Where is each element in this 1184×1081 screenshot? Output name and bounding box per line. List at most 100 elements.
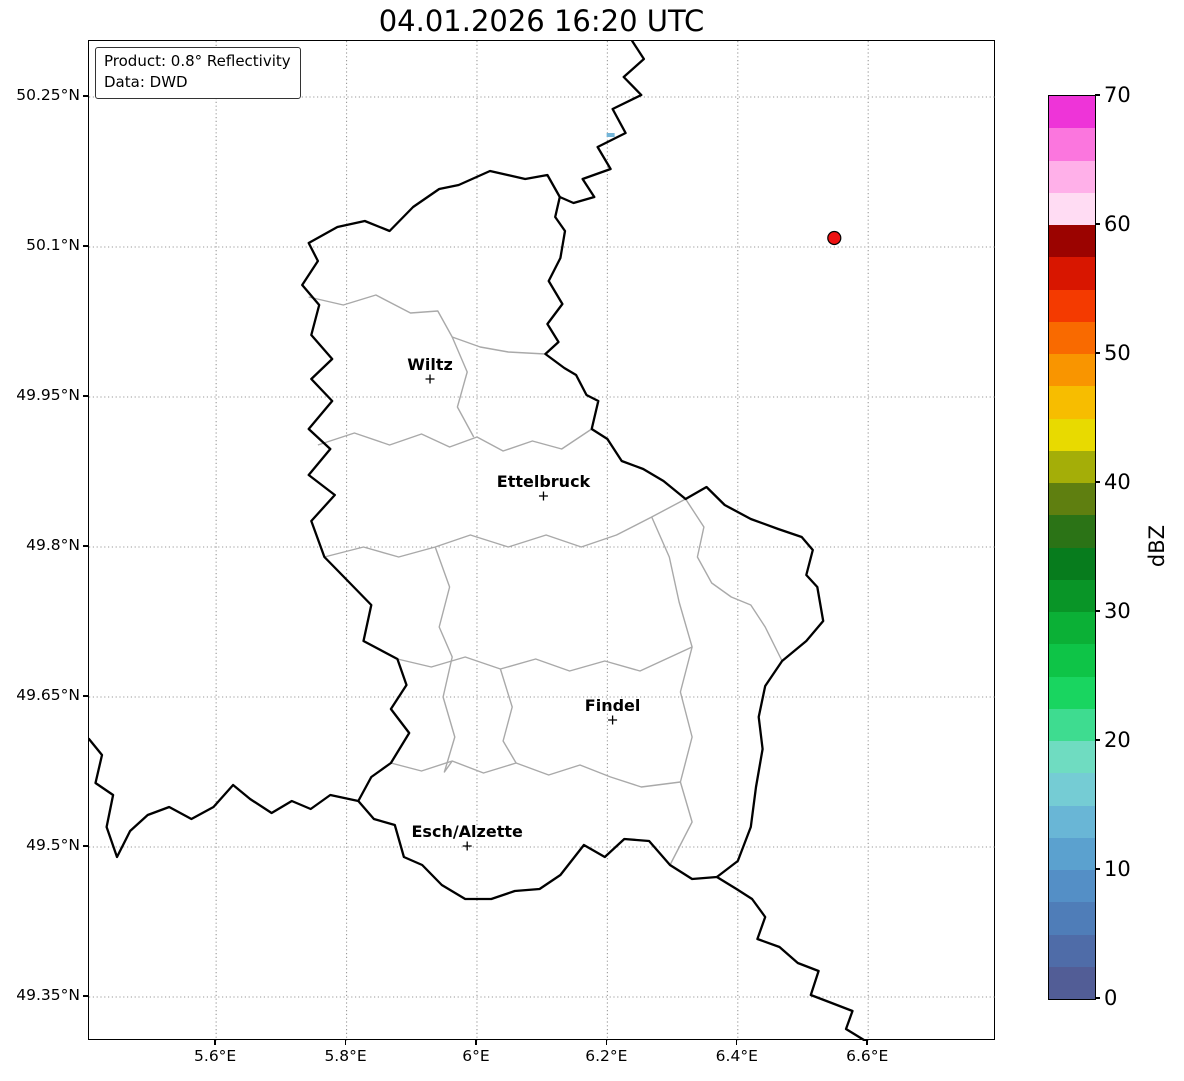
colorbar-tick-label: 20 [1104,728,1131,752]
x-tick-mark [605,1040,608,1045]
colorbar-band [1049,160,1095,193]
colorbar [1048,95,1096,1000]
colorbar-band [1049,966,1095,999]
city-marker [608,715,618,725]
colorbar-band [1049,418,1095,451]
colorbar-tick-mark [1095,481,1100,483]
y-tick-mark [83,545,88,547]
x-tick-mark [866,1040,868,1045]
colorbar-band [1049,579,1095,612]
colorbar-band [1049,192,1095,225]
colorbar-band [1049,837,1095,870]
product-info-box: Product: 0.8° Reflectivity Data: DWD [95,47,301,99]
radar-site-marker [827,230,842,246]
x-tick-mark [214,1040,216,1045]
city-marker [538,491,548,501]
product-info-line: Product: 0.8° Reflectivity [104,52,291,70]
colorbar-tick-label: 50 [1104,341,1131,365]
x-tick-label: 6.4°E [715,1047,758,1065]
x-tick-label: 5.6°E [194,1047,237,1065]
city-label: Ettelbruck [497,472,591,491]
x-tick-mark [344,1040,347,1045]
colorbar-band [1049,128,1095,161]
colorbar-band [1049,676,1095,709]
district-border [651,516,693,866]
colorbar-tick-mark [1095,739,1100,741]
luxembourg-border [301,169,825,901]
colorbar-band [1049,902,1095,935]
district-border [324,498,686,558]
city-marker [462,841,472,851]
colorbar-band [1049,483,1095,516]
map-plot: Wiltz Ettelbruck Findel Esch/Alzette Produc… [88,40,996,1041]
colorbar-band [1049,741,1095,774]
district-border [308,294,546,355]
x-tick-label: 6.6°E [846,1047,889,1065]
colorbar-tick-label: 0 [1104,986,1118,1010]
y-tick-label: 49.5°N [26,836,80,854]
colorbar-tick-label: 30 [1104,599,1131,623]
colorbar-band [1049,612,1095,645]
city-marker [425,374,435,384]
y-tick-mark [83,845,88,847]
y-tick-label: 49.8°N [26,536,80,554]
colorbar-tick-mark [1095,868,1100,870]
city-label: Findel [585,696,641,715]
radar-echo-pixel [606,133,615,137]
colorbar-band [1049,708,1095,741]
district-border [685,498,783,662]
colorbar-band [1049,515,1095,548]
x-tick-mark [475,1040,477,1045]
district-border [434,546,456,773]
x-tick-label: 5.8°E [324,1047,367,1065]
y-tick-mark [83,395,88,397]
y-tick-mark [83,245,88,247]
y-tick-label: 49.35°N [16,986,80,1004]
colorbar-band [1049,225,1095,258]
district-border [317,428,593,452]
colorbar-band [1049,934,1095,967]
colorbar-band [1049,547,1095,580]
district-border [451,336,475,438]
colorbar-tick-label: 60 [1104,212,1131,236]
x-tick-mark [736,1040,738,1045]
colorbar-band [1049,386,1095,419]
colorbar-band [1049,96,1095,129]
x-tick-label: 6.2°E [585,1047,628,1065]
colorbar-band [1049,354,1095,387]
y-tick-label: 49.95°N [16,386,80,404]
colorbar-band [1049,321,1095,354]
district-border [499,668,517,764]
district-border [397,646,693,672]
colorbar-axis-label: dBZ [1145,524,1169,568]
colorbar-band [1049,450,1095,483]
colorbar-band [1049,257,1095,290]
colorbar-tick-mark [1095,94,1100,96]
country-border [558,41,646,205]
country-border [89,737,360,859]
district-border [390,760,681,788]
colorbar-tick-mark [1095,610,1100,612]
colorbar-tick-label: 70 [1104,83,1131,107]
colorbar-band [1049,289,1095,322]
y-tick-label: 50.1°N [26,236,80,254]
colorbar-tick-label: 40 [1104,470,1131,494]
colorbar-band [1049,644,1095,677]
colorbar-tick-mark [1095,997,1100,999]
y-tick-label: 50.25°N [16,86,80,104]
colorbar-tick-mark [1095,223,1100,225]
figure-title: 04.01.2026 16:20 UTC [378,4,705,38]
city-label: Wiltz [407,355,453,374]
city-label: Esch/Alzette [412,822,524,841]
y-tick-label: 49.65°N [16,686,80,704]
country-border [715,875,867,1041]
y-tick-mark [83,995,88,997]
colorbar-tick-label: 10 [1104,857,1131,881]
map-canvas: Wiltz Ettelbruck Findel Esch/Alzette [89,41,996,1041]
colorbar-band [1049,773,1095,806]
colorbar-band [1049,870,1095,903]
y-tick-mark [83,695,88,697]
colorbar-band [1049,805,1095,838]
colorbar-tick-mark [1095,352,1100,354]
